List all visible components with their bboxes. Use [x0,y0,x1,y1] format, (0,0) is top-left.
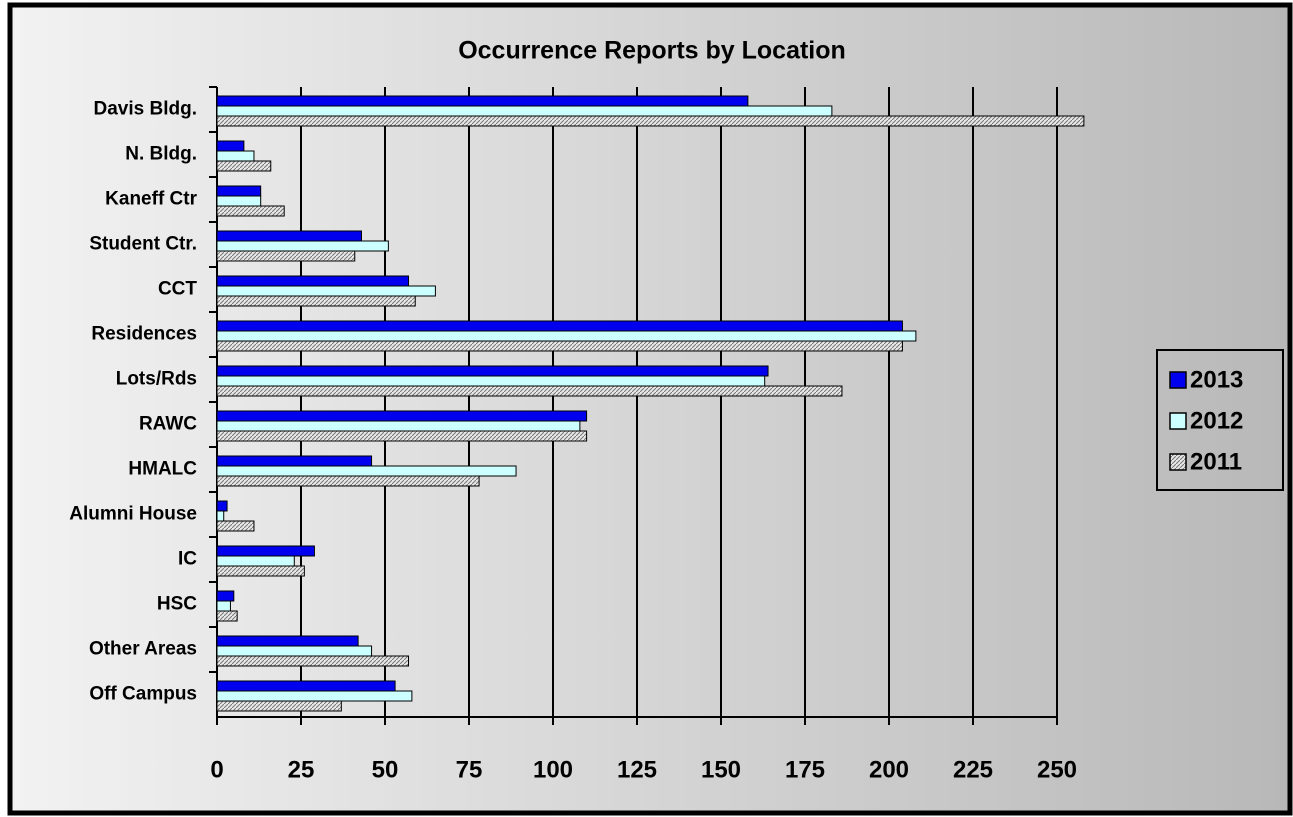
bar [216,410,588,422]
bar [216,185,262,197]
chart-frame [7,2,1293,816]
bar [216,115,1085,127]
bar [216,230,362,242]
bar [216,565,305,577]
y-tick-label: RAWC [139,414,197,435]
bar [216,285,436,297]
y-tick-label: CCT [158,279,197,300]
bar [216,240,389,252]
bar [216,330,917,342]
x-tick-label: 150 [701,756,741,783]
bar [216,385,843,397]
bar [216,295,416,307]
y-tick-label: IC [178,549,197,570]
bar [216,610,238,622]
x-tick-label: 100 [533,756,573,783]
x-tick-label: 0 [210,756,223,783]
bar [216,555,295,567]
y-tick-label: Student Ctr. [89,234,197,255]
bar [216,105,833,117]
bar [216,475,480,487]
legend-swatch [1169,412,1187,430]
x-tick-label: 175 [785,756,825,783]
y-tick-label: Lots/Rds [116,369,197,390]
bar [216,455,373,467]
x-tick-label: 50 [372,756,399,783]
bar [216,590,235,602]
bar [216,340,903,352]
y-tick-label: Alumni House [69,504,197,525]
bar [216,195,262,207]
y-tick-label: HMALC [128,459,197,480]
x-tick-label: 75 [456,756,483,783]
chart-title: Occurrence Reports by Location [458,37,846,65]
bar [216,465,517,477]
bar [216,655,410,667]
legend-label: 2011 [1190,448,1242,475]
legend-swatch [1169,371,1187,389]
bar [216,275,410,287]
y-tick-label: HSC [157,594,197,615]
bar [216,320,903,332]
legend-label: 2012 [1190,407,1243,434]
bar [216,140,245,152]
x-tick-label: 125 [617,756,657,783]
bar [216,635,359,647]
y-tick-label: Davis Bldg. [94,99,197,120]
legend-box [1156,349,1284,491]
y-tick-label: N. Bldg. [125,144,197,165]
x-tick-label: 250 [1037,756,1077,783]
bar [216,365,769,377]
y-tick-label: Kaneff Ctr [105,189,197,210]
bar [216,500,228,512]
y-tick-label: Residences [91,324,197,345]
bar [216,375,766,387]
bar [216,545,315,557]
bar [216,420,581,432]
bar [216,430,588,442]
bar [216,205,285,217]
y-tick-label: Off Campus [89,684,197,705]
bar [216,95,749,107]
x-tick-label: 25 [288,756,315,783]
bar [216,700,342,712]
bar [216,150,255,162]
legend-label: 2013 [1190,366,1243,393]
legend-swatch [1169,453,1187,471]
bar [216,680,396,692]
bar [216,510,225,522]
bar [216,250,356,262]
x-tick-label: 225 [953,756,993,783]
x-tick-label: 200 [869,756,909,783]
bar [216,520,255,532]
y-tick-label: Other Areas [89,639,197,660]
bar [216,160,272,172]
bar [216,690,413,702]
bar [216,645,373,657]
bar [216,600,231,612]
